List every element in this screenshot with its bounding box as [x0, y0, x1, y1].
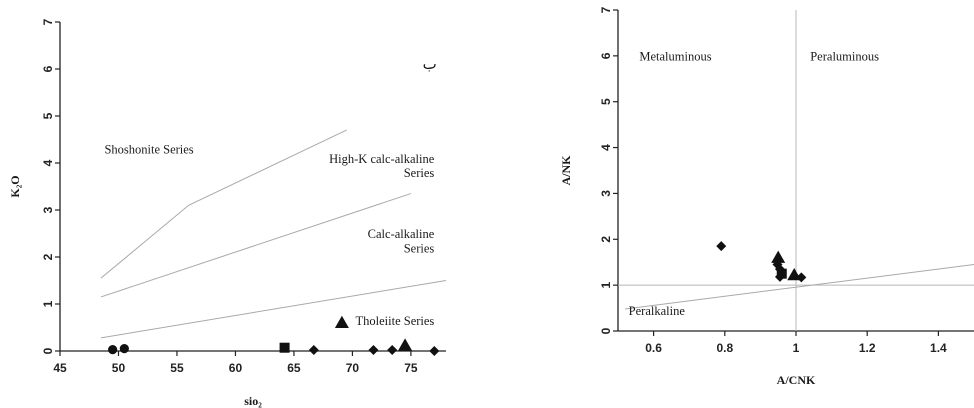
- y-tick-label: 0: [599, 327, 613, 334]
- y-tick-label: 4: [41, 159, 55, 166]
- y-tick-label: 7: [599, 6, 613, 13]
- data-point: [387, 345, 398, 356]
- y-tick-label: 2: [41, 253, 55, 260]
- data-point: [368, 345, 379, 356]
- y-tick-label: 5: [599, 98, 613, 105]
- ank-acnk-chart: 0 1 2 3 4 5 6 7 0.6 0.8 1 1.2 1.4 Metaluminous Peralum…: [559, 6, 974, 387]
- y-axis-label: K₂O: [8, 175, 22, 197]
- y-tick-label: 3: [41, 206, 55, 213]
- y-tick-label: 4: [599, 144, 613, 151]
- field-label: Series: [404, 241, 435, 255]
- x-tick-label: 0.6: [645, 341, 662, 355]
- x-tick-label: 1: [793, 341, 800, 355]
- y-axis-label: A/NK: [559, 155, 573, 186]
- data-point: [334, 315, 349, 329]
- data-point: [119, 344, 129, 354]
- field-label: Peralkaline: [629, 304, 686, 318]
- field-label: Series: [404, 166, 435, 180]
- x-tick-label: 55: [170, 361, 184, 375]
- data-point: [108, 344, 118, 355]
- x-tick-label: 0.8: [716, 341, 733, 355]
- data-point: [774, 271, 785, 282]
- field-label: Metaluminous: [639, 49, 711, 63]
- data-point: [398, 338, 413, 351]
- y-tick-label: 1: [599, 281, 613, 288]
- field-label: High-K calc-alkaline: [329, 152, 435, 166]
- x-tick-label: 45: [53, 361, 67, 375]
- y-tick-label: 5: [41, 112, 55, 119]
- x-tick-label: 1.4: [930, 341, 947, 355]
- data-point: [771, 250, 786, 263]
- field-label: Calc-alkaline: [368, 227, 435, 241]
- boundary-line: [100, 280, 447, 339]
- y-tick-label: 0: [41, 347, 55, 354]
- data-point: [429, 346, 440, 356]
- boundary-line: [100, 129, 347, 279]
- field-label: Tholeiite Series: [356, 314, 435, 328]
- x-tick-label: 70: [346, 361, 360, 375]
- y-tick-label: 6: [599, 52, 613, 59]
- y-tick-label: 1: [41, 300, 55, 307]
- x-tick-label: 75: [404, 361, 418, 375]
- data-point: [308, 345, 319, 356]
- x-axis-label: sio₂: [244, 394, 262, 408]
- boundary-line: [100, 193, 412, 298]
- y-tick-label: 7: [41, 18, 55, 25]
- field-label: Shoshonite Series: [104, 143, 193, 157]
- x-tick-label: 1.2: [859, 341, 876, 355]
- data-point: [796, 272, 807, 283]
- data-point: [716, 241, 727, 252]
- boundary-line: [625, 264, 974, 310]
- y-tick-label: 2: [599, 236, 613, 243]
- x-tick-label: 50: [112, 361, 126, 375]
- y-tick-label: 3: [599, 190, 613, 197]
- field-label: ب: [423, 55, 437, 73]
- data-point: [279, 342, 290, 353]
- x-tick-label: 60: [229, 361, 243, 375]
- x-axis-label: A/CNK: [777, 373, 816, 387]
- x-tick-label: 65: [287, 361, 301, 375]
- field-label: Peraluminous: [810, 49, 879, 63]
- y-tick-label: 6: [41, 65, 55, 72]
